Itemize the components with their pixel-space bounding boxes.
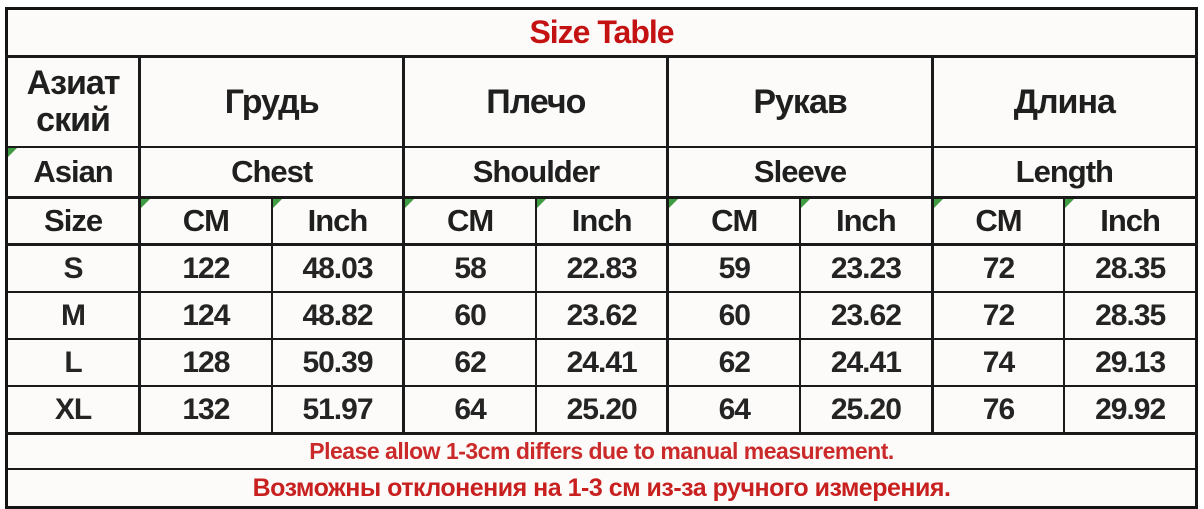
measurement-note-ru: Возможны отклонения на 1-3 см из-за ручн… (252, 473, 951, 502)
header-shoulder-inch: Inch (534, 196, 670, 246)
header-chest-cm: CM (138, 196, 273, 246)
header-shoulder-en: Shoulder (402, 146, 670, 199)
note-cell-russian: Возможны отклонения на 1-3 см из-за ручн… (5, 468, 1198, 509)
header-sleeve-inch: Inch (799, 196, 934, 246)
size-table-container: Size Table Азиат ский Грудь Плечо Рукав … (5, 7, 1198, 509)
cell-comment-marker-icon (934, 199, 943, 208)
table-title-cell: Size Table (5, 7, 1198, 58)
header-length-inch: Inch (1063, 196, 1198, 246)
header-shoulder-cm: CM (402, 196, 537, 246)
cell-chest-cm: 122 (138, 243, 273, 293)
unit-label-inch: Inch (1100, 203, 1161, 238)
header-chest-inch: Inch (270, 196, 406, 246)
cell-comment-marker-icon (141, 199, 151, 208)
cell-length-cm: 72 (931, 291, 1066, 340)
header-sleeve-cm: CM (666, 196, 802, 246)
cell-length-cm: 72 (931, 243, 1066, 293)
cell-shoulder-cm: 58 (402, 243, 537, 293)
header-asian-en-label: Asian (33, 154, 113, 189)
size-cell: M (5, 291, 142, 340)
cell-shoulder-cm: 64 (402, 385, 537, 435)
cell-sleeve-inch: 23.62 (799, 291, 934, 340)
cell-comment-marker-icon (8, 148, 17, 157)
header-sleeve-en: Sleeve (666, 146, 934, 199)
note-row-english: Please allow 1-3cm differs due to manual… (5, 432, 1198, 470)
cell-sleeve-cm: 59 (666, 243, 802, 293)
cell-chest-cm: 128 (138, 338, 273, 387)
header-length-cm: CM (931, 196, 1066, 246)
cell-sleeve-cm: 64 (666, 385, 802, 435)
header-row-english: Asian Chest Shoulder Sleeve Length (5, 146, 1198, 199)
cell-length-inch: 29.92 (1063, 385, 1198, 435)
unit-label-cm: CM (711, 203, 758, 238)
cell-shoulder-inch: 22.83 (534, 243, 670, 293)
header-length-ru: Длина (931, 55, 1198, 148)
note-cell-english: Please allow 1-3cm differs due to manual… (5, 432, 1198, 470)
cell-length-cm: 76 (931, 385, 1066, 435)
cell-comment-marker-icon (802, 199, 811, 208)
unit-label-cm: CM (446, 203, 494, 238)
cell-sleeve-cm: 62 (666, 338, 802, 387)
cell-sleeve-inch: 24.41 (799, 338, 934, 387)
cell-length-inch: 29.13 (1063, 338, 1198, 387)
cell-comment-marker-icon (669, 199, 679, 208)
cell-chest-cm: 124 (138, 291, 273, 340)
cell-comment-marker-icon (537, 199, 546, 208)
cell-length-cm: 74 (931, 338, 1066, 387)
cell-shoulder-inch: 23.62 (534, 291, 670, 340)
unit-label-inch: Inch (571, 203, 633, 238)
size-cell: XL (5, 385, 142, 435)
table-row-size-m: M 124 48.82 60 23.62 60 23.62 72 28.35 (5, 291, 1198, 340)
unit-label-inch: Inch (307, 203, 369, 238)
table-row-size-l: L 128 50.39 62 24.41 62 24.41 74 29.13 (5, 338, 1198, 387)
cell-length-inch: 28.35 (1063, 243, 1198, 293)
size-cell: L (5, 338, 142, 387)
header-chest-ru: Грудь (138, 55, 406, 148)
cell-comment-marker-icon (405, 199, 415, 208)
header-asian-ru-line2: ский (36, 101, 111, 139)
header-asian-ru: Азиат ский (5, 55, 142, 148)
cell-chest-cm: 132 (138, 385, 273, 435)
size-cell: S (5, 243, 142, 293)
header-asian-en: Asian (5, 146, 142, 199)
table-title: Size Table (529, 14, 674, 50)
cell-comment-marker-icon (273, 199, 282, 208)
cell-shoulder-inch: 25.20 (534, 385, 670, 435)
unit-label-cm: CM (182, 203, 230, 238)
cell-sleeve-inch: 23.23 (799, 243, 934, 293)
cell-chest-inch: 48.82 (270, 291, 406, 340)
header-shoulder-ru: Плечо (402, 55, 670, 148)
cell-shoulder-cm: 60 (402, 291, 537, 340)
header-chest-en: Chest (138, 146, 406, 199)
unit-label-cm: CM (975, 203, 1022, 238)
cell-chest-inch: 50.39 (270, 338, 406, 387)
cell-sleeve-inch: 25.20 (799, 385, 934, 435)
cell-shoulder-inch: 24.41 (534, 338, 670, 387)
cell-shoulder-cm: 62 (402, 338, 537, 387)
cell-sleeve-cm: 60 (666, 291, 802, 340)
measurement-note-en: Please allow 1-3cm differs due to manual… (309, 438, 894, 464)
note-row-russian: Возможны отклонения на 1-3 см из-за ручн… (5, 468, 1198, 509)
cell-length-inch: 28.35 (1063, 291, 1198, 340)
cell-chest-inch: 48.03 (270, 243, 406, 293)
units-header-row: Size CM Inch CM Inch CM Inch CM Inch (5, 196, 1198, 246)
title-row: Size Table (5, 7, 1198, 58)
unit-label-inch: Inch (835, 203, 897, 238)
header-row-russian: Азиат ский Грудь Плечо Рукав Длина (5, 55, 1198, 148)
header-asian-ru-line1: Азиат (26, 64, 121, 103)
size-table: Size Table Азиат ский Грудь Плечо Рукав … (5, 7, 1198, 509)
table-row-size-s: S 122 48.03 58 22.83 59 23.23 72 28.35 (5, 243, 1198, 293)
header-sleeve-ru: Рукав (666, 55, 934, 148)
cell-chest-inch: 51.97 (270, 385, 406, 435)
header-size-label: Size (5, 196, 142, 246)
table-row-size-xl: XL 132 51.97 64 25.20 64 25.20 76 29.92 (5, 385, 1198, 435)
header-length-en: Length (931, 146, 1198, 199)
cell-comment-marker-icon (1066, 199, 1075, 208)
